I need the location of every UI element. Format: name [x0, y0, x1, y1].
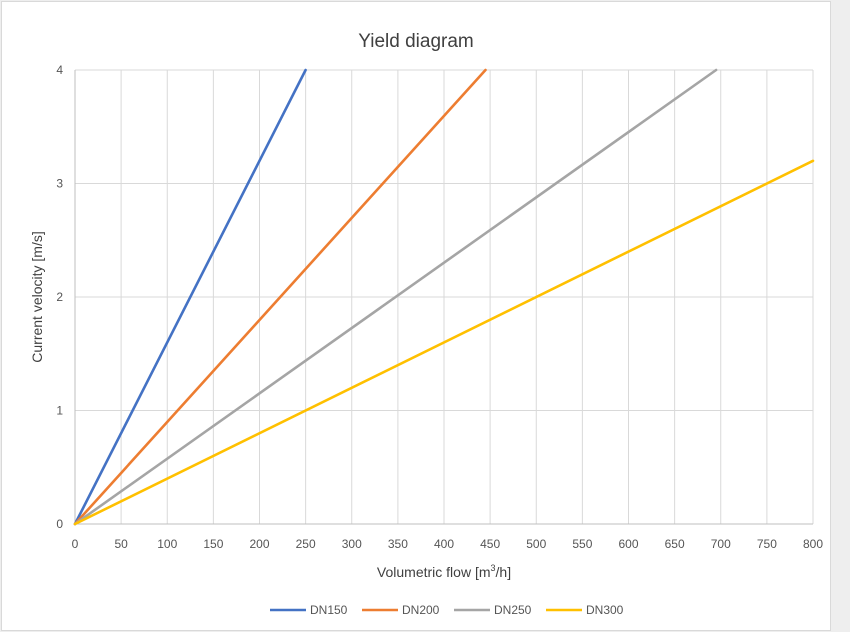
y-tick-label: 2 — [56, 290, 63, 304]
y-tick-label: 4 — [56, 63, 63, 77]
x-tick-label: 550 — [572, 537, 592, 551]
legend-item-dn150: DN150 — [270, 603, 348, 617]
y-tick-label: 1 — [56, 404, 63, 418]
legend-label: DN250 — [494, 603, 532, 617]
y-tick-label: 3 — [56, 177, 63, 191]
x-tick-label: 50 — [114, 537, 128, 551]
y-axis-title: Current velocity [m/s] — [29, 231, 45, 362]
legend-label: DN200 — [402, 603, 440, 617]
series-line-dn200 — [73, 68, 487, 526]
x-axis-title-superscript: 3 — [491, 563, 496, 573]
x-tick-label: 650 — [665, 537, 685, 551]
x-tick-label: 700 — [711, 537, 731, 551]
x-tick-label: 450 — [480, 537, 500, 551]
legend-label: DN300 — [586, 603, 624, 617]
chart-title: Yield diagram — [358, 31, 473, 52]
x-axis-title: Volumetric flow [m3/h] — [377, 563, 511, 580]
series-line-dn250 — [73, 68, 718, 526]
series-line-dn150 — [73, 68, 307, 526]
x-tick-label: 500 — [526, 537, 546, 551]
x-tick-label: 750 — [757, 537, 777, 551]
series-line-dn300 — [73, 159, 815, 526]
grid — [75, 69, 814, 524]
chart-card: 0 50 100 150 200 250 300 350 400 450 500 550 600 650 7… — [1, 1, 831, 631]
legend-item-dn300: DN300 — [546, 603, 624, 617]
legend-item-dn200: DN200 — [362, 603, 440, 617]
x-tick-label: 800 — [803, 537, 823, 551]
x-axis-title-end: /h] — [496, 564, 512, 580]
yield-chart: 0 50 100 150 200 250 300 350 400 450 500 550 600 650 7… — [29, 31, 823, 617]
axes — [74, 70, 813, 525]
x-tick-label: 0 — [72, 537, 79, 551]
x-tick-label: 200 — [249, 537, 269, 551]
legend-item-dn250: DN250 — [454, 603, 532, 617]
series-group — [73, 68, 815, 526]
x-tick-label: 350 — [388, 537, 408, 551]
x-tick-label: 300 — [342, 537, 362, 551]
x-tick-label: 100 — [157, 537, 177, 551]
x-tick-label: 150 — [203, 537, 223, 551]
tick-labels: 0 50 100 150 200 250 300 350 400 450 500 550 600 650 7… — [56, 63, 823, 551]
x-tick-label: 250 — [296, 537, 316, 551]
x-tick-label: 400 — [434, 537, 454, 551]
x-axis-title-main: Volumetric flow [m — [377, 564, 491, 580]
legend-label: DN150 — [310, 603, 348, 617]
x-tick-label: 600 — [618, 537, 638, 551]
legend: DN150 DN200 DN250 DN300 — [270, 603, 624, 617]
y-tick-label: 0 — [56, 517, 63, 531]
